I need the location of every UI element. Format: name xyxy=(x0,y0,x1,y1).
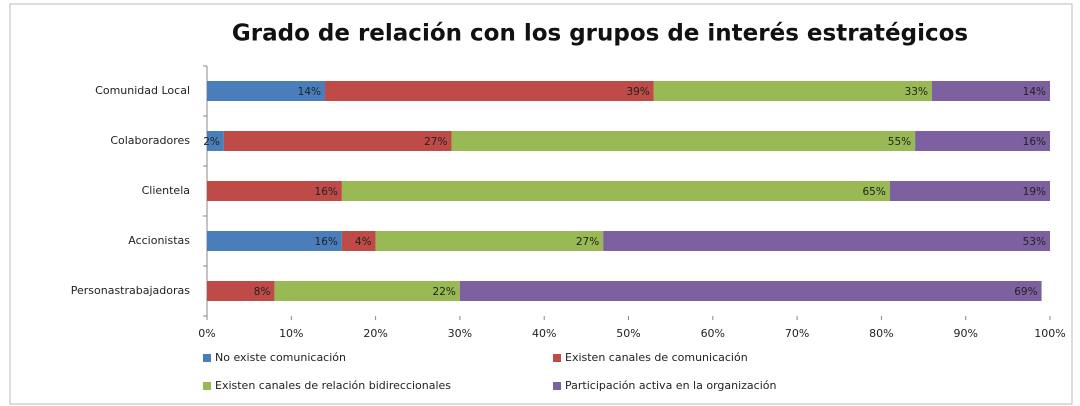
chart-title: Grado de relación con los grupos de inte… xyxy=(232,21,968,47)
bar-segment xyxy=(915,131,1050,151)
value-label: 14% xyxy=(298,86,321,98)
legend-swatch xyxy=(553,382,561,390)
bar-segment xyxy=(451,131,916,151)
value-label: 27% xyxy=(424,136,447,148)
bar-segment xyxy=(207,231,342,251)
x-tick-label: 60% xyxy=(701,327,725,340)
value-label: 53% xyxy=(1023,236,1046,248)
x-tick-label: 10% xyxy=(279,327,303,340)
y-tick-label: Personastrabajadoras xyxy=(71,284,191,297)
value-label: 19% xyxy=(1023,186,1046,198)
x-tick-label: 0% xyxy=(198,327,215,340)
y-tick-label: Accionistas xyxy=(128,234,190,247)
x-tick-label: 80% xyxy=(869,327,893,340)
bar-segment xyxy=(223,131,452,151)
bar-segment xyxy=(889,181,1050,201)
bar-segment xyxy=(459,281,1042,301)
bar-segment xyxy=(207,281,275,301)
bar-segment xyxy=(274,281,460,301)
x-tick-label: 20% xyxy=(363,327,387,340)
value-label: 8% xyxy=(254,286,271,298)
x-tick-label: 50% xyxy=(616,327,640,340)
bar-segment xyxy=(375,231,604,251)
value-label: 4% xyxy=(355,236,372,248)
x-tick-label: 90% xyxy=(953,327,977,340)
value-label: 2% xyxy=(203,136,220,148)
value-label: 22% xyxy=(433,286,456,298)
y-tick-label: Clientela xyxy=(142,184,190,197)
bar-segment xyxy=(207,181,342,201)
legend-label: Existen canales de relación bidirecciona… xyxy=(215,379,451,392)
chart-frame xyxy=(9,3,1073,405)
value-label: 16% xyxy=(315,236,338,248)
x-tick-label: 30% xyxy=(448,327,472,340)
bar-segment xyxy=(341,231,376,251)
bar-segment xyxy=(603,231,1050,251)
legend-swatch xyxy=(553,354,561,362)
value-label: 69% xyxy=(1014,286,1037,298)
value-label: 33% xyxy=(905,86,928,98)
legend-swatch xyxy=(203,382,211,390)
legend-label: Participación activa en la organización xyxy=(565,379,776,392)
x-tick-label: 40% xyxy=(532,327,556,340)
value-label: 27% xyxy=(576,236,599,248)
bar-segment xyxy=(325,81,654,101)
y-tick-label: Colaboradores xyxy=(110,134,190,147)
bar-segment xyxy=(653,81,932,101)
legend-label: Existen canales de comunicación xyxy=(565,351,748,364)
bar-segment xyxy=(207,81,326,101)
legend-swatch xyxy=(203,354,211,362)
value-label: 14% xyxy=(1023,86,1046,98)
x-tick-label: 70% xyxy=(785,327,809,340)
bar-segment xyxy=(207,131,224,151)
value-label: 16% xyxy=(315,186,338,198)
value-label: 55% xyxy=(888,136,911,148)
x-tick-label: 100% xyxy=(1034,327,1065,340)
bar-segment xyxy=(341,181,890,201)
y-tick-label: Comunidad Local xyxy=(95,84,190,97)
value-label: 65% xyxy=(862,186,885,198)
legend-label: No existe comunicación xyxy=(215,351,346,364)
bar-segment xyxy=(931,81,1050,101)
value-label: 39% xyxy=(626,86,649,98)
value-label: 16% xyxy=(1023,136,1046,148)
